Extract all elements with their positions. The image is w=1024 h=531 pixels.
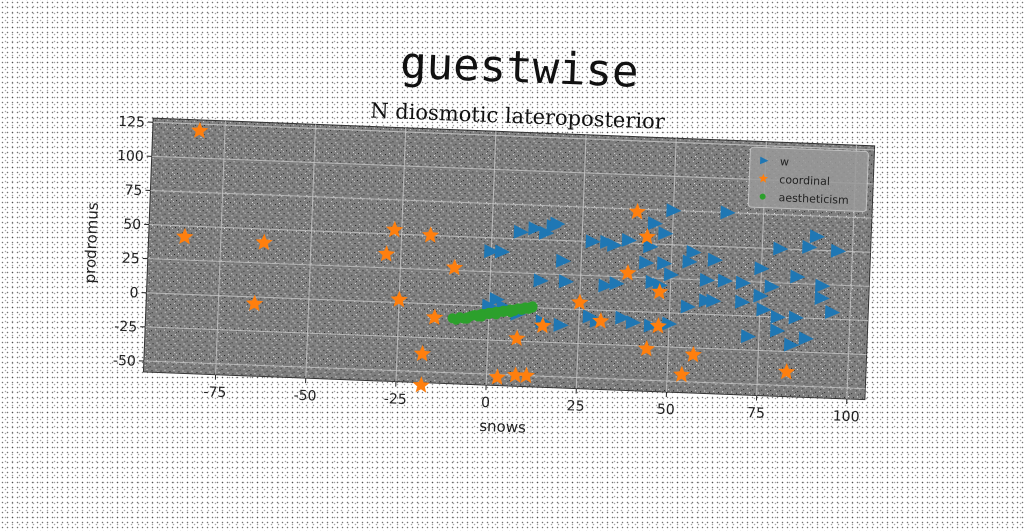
y-tick-label: 0 [129,285,139,301]
x-tick-label: 75 [747,405,765,422]
legend-label: aestheticism [778,191,849,207]
legend-label: coordinal [779,173,830,188]
x-tick-label: 0 [481,395,491,411]
x-tick-label: 25 [566,398,584,415]
y-tick-label: -50 [113,353,136,370]
x-tick-label: -25 [384,391,407,408]
x-tick-label: -75 [203,384,226,401]
y-tick-label: 50 [123,217,141,234]
x-tick-label: 50 [657,402,675,419]
y-axis-label: prodromus [81,202,102,284]
x-tick-label: -50 [293,388,316,405]
y-tick-label: -25 [114,319,137,336]
y-tick-label: 75 [124,182,142,199]
y-tick-label: 25 [122,251,140,268]
x-axis-label: snows [479,417,526,437]
x-tick-label: 100 [833,408,860,425]
legend-label: w [780,155,789,168]
y-tick-label: 125 [118,114,145,131]
y-tick-label: 100 [117,148,144,165]
